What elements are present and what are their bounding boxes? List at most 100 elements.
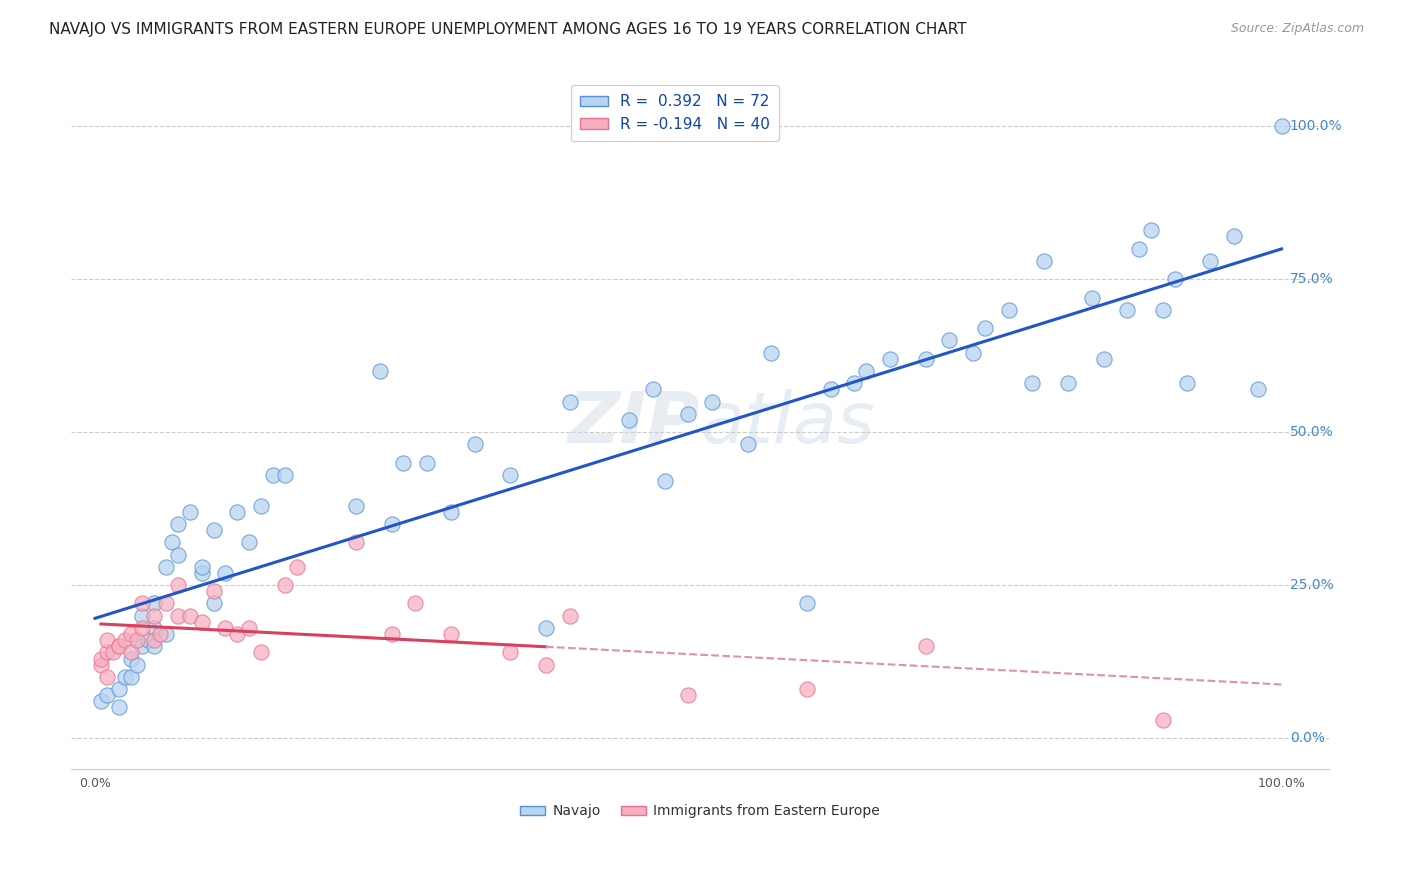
Text: Source: ZipAtlas.com: Source: ZipAtlas.com bbox=[1230, 22, 1364, 36]
Point bbox=[190, 615, 212, 629]
Point bbox=[155, 559, 177, 574]
Point bbox=[90, 694, 112, 708]
Text: 0.0%: 0.0% bbox=[1289, 731, 1324, 745]
Point bbox=[404, 597, 426, 611]
Point bbox=[737, 437, 759, 451]
Point bbox=[534, 657, 557, 672]
Point bbox=[274, 468, 297, 483]
Point bbox=[855, 364, 877, 378]
Point bbox=[1270, 120, 1292, 134]
Point bbox=[202, 584, 225, 599]
Point bbox=[120, 627, 142, 641]
Point bbox=[149, 627, 172, 641]
Point bbox=[617, 413, 640, 427]
Point bbox=[700, 394, 723, 409]
Point bbox=[143, 597, 166, 611]
Point bbox=[499, 468, 522, 483]
Point bbox=[179, 608, 201, 623]
Text: NAVAJO VS IMMIGRANTS FROM EASTERN EUROPE UNEMPLOYMENT AMONG AGES 16 TO 19 YEARS : NAVAJO VS IMMIGRANTS FROM EASTERN EUROPE… bbox=[49, 22, 967, 37]
Point bbox=[143, 640, 166, 654]
Point bbox=[114, 670, 136, 684]
Point bbox=[1152, 302, 1174, 317]
Point bbox=[381, 627, 404, 641]
Point bbox=[143, 608, 166, 623]
Point bbox=[534, 621, 557, 635]
Point bbox=[1140, 223, 1163, 237]
Point bbox=[238, 535, 260, 549]
Point bbox=[1247, 383, 1270, 397]
Point bbox=[914, 640, 936, 654]
Point bbox=[238, 621, 260, 635]
Point bbox=[1175, 376, 1198, 391]
Point bbox=[167, 516, 190, 531]
Point bbox=[202, 597, 225, 611]
Point bbox=[107, 640, 129, 654]
Point bbox=[1092, 351, 1115, 366]
Point bbox=[344, 499, 367, 513]
Point bbox=[214, 566, 236, 580]
Point bbox=[285, 559, 308, 574]
Point bbox=[143, 633, 166, 648]
Text: 25.0%: 25.0% bbox=[1289, 578, 1334, 592]
Point bbox=[262, 468, 284, 483]
Point bbox=[973, 321, 995, 335]
Point bbox=[138, 633, 160, 648]
Point bbox=[381, 516, 404, 531]
Point bbox=[962, 345, 984, 359]
Point bbox=[179, 505, 201, 519]
Point bbox=[344, 535, 367, 549]
Text: ZIP: ZIP bbox=[568, 389, 700, 458]
Point bbox=[131, 621, 153, 635]
Point bbox=[190, 566, 212, 580]
Point bbox=[120, 645, 142, 659]
Point bbox=[796, 597, 818, 611]
Point bbox=[167, 608, 190, 623]
Point bbox=[1033, 254, 1056, 268]
Point bbox=[844, 376, 866, 391]
Point bbox=[654, 474, 676, 488]
Text: 100.0%: 100.0% bbox=[1289, 120, 1343, 134]
Point bbox=[190, 559, 212, 574]
Point bbox=[143, 621, 166, 635]
Legend: Navajo, Immigrants from Eastern Europe: Navajo, Immigrants from Eastern Europe bbox=[515, 798, 886, 824]
Point bbox=[160, 535, 183, 549]
Point bbox=[90, 651, 112, 665]
Point bbox=[558, 394, 581, 409]
Point bbox=[392, 456, 415, 470]
Point bbox=[558, 608, 581, 623]
Point bbox=[641, 383, 664, 397]
Point bbox=[101, 645, 124, 659]
Point bbox=[1223, 229, 1246, 244]
Point bbox=[1080, 291, 1102, 305]
Point bbox=[202, 523, 225, 537]
Point bbox=[96, 633, 118, 648]
Point bbox=[1164, 272, 1187, 286]
Point bbox=[120, 651, 142, 665]
Point bbox=[820, 383, 842, 397]
Point bbox=[155, 597, 177, 611]
Point bbox=[96, 645, 118, 659]
Point bbox=[214, 621, 236, 635]
Point bbox=[274, 578, 297, 592]
Point bbox=[96, 670, 118, 684]
Point bbox=[131, 597, 153, 611]
Point bbox=[879, 351, 901, 366]
Point bbox=[107, 700, 129, 714]
Point bbox=[440, 505, 463, 519]
Point bbox=[1057, 376, 1080, 391]
Point bbox=[155, 627, 177, 641]
Point bbox=[796, 682, 818, 697]
Point bbox=[368, 364, 391, 378]
Point bbox=[1021, 376, 1043, 391]
Text: 50.0%: 50.0% bbox=[1289, 425, 1334, 439]
Point bbox=[1128, 242, 1150, 256]
Point bbox=[464, 437, 486, 451]
Point bbox=[167, 578, 190, 592]
Point bbox=[1116, 302, 1139, 317]
Point bbox=[416, 456, 439, 470]
Point bbox=[114, 633, 136, 648]
Point bbox=[226, 505, 249, 519]
Point bbox=[90, 657, 112, 672]
Point bbox=[914, 351, 936, 366]
Point bbox=[167, 548, 190, 562]
